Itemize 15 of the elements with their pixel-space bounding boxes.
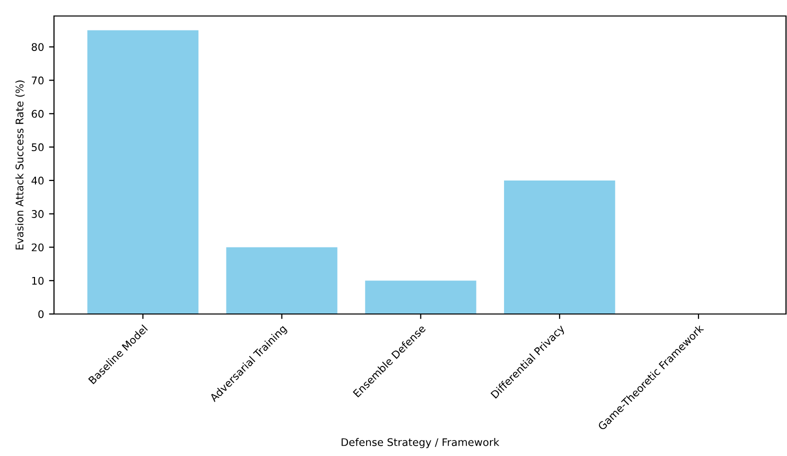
y-tick-label: 80 (32, 43, 44, 51)
y-tick-label: 40 (32, 176, 44, 185)
y-tick-label: 60 (32, 110, 44, 118)
y-tick-label: 30 (32, 210, 44, 218)
y-tick-label: 20 (32, 243, 44, 252)
bar (365, 280, 476, 314)
bar (226, 247, 338, 314)
y-tick-label: 0 (38, 310, 44, 318)
y-tick-label: 50 (32, 143, 44, 152)
y-tick-label: 70 (32, 76, 44, 84)
x-axis-title: Defense Strategy / Framework (342, 438, 500, 448)
y-axis-title: Evasion Attack Success Rate (%) (15, 80, 25, 250)
bar (87, 30, 198, 314)
y-tick-label: 10 (32, 276, 44, 285)
bar (504, 180, 616, 314)
